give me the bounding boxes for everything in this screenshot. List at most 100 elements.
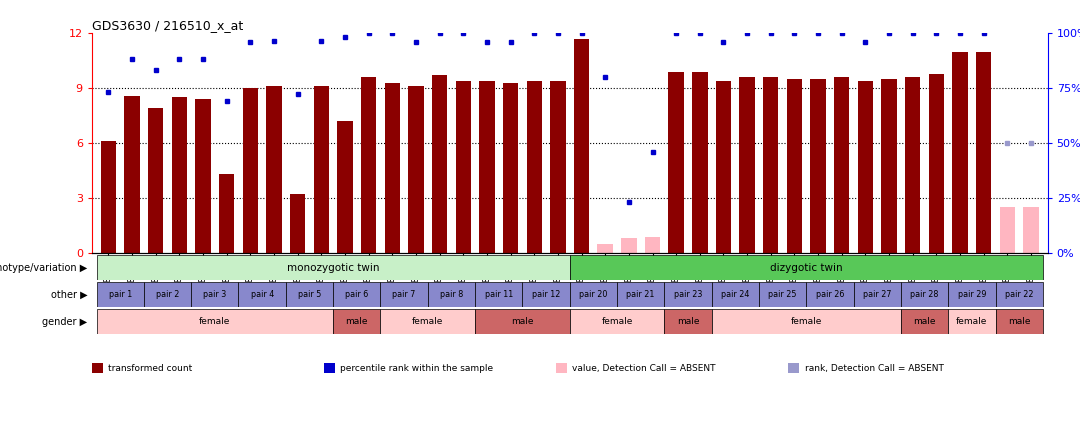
Bar xyxy=(124,95,139,253)
Text: percentile rank within the sample: percentile rank within the sample xyxy=(340,364,494,373)
Bar xyxy=(621,238,636,253)
Text: pair 6: pair 6 xyxy=(346,290,368,299)
Bar xyxy=(740,77,755,253)
Bar xyxy=(976,52,991,253)
Bar xyxy=(617,282,664,307)
Bar xyxy=(191,282,239,307)
Bar xyxy=(759,282,807,307)
Bar xyxy=(712,282,759,307)
Bar xyxy=(380,309,475,334)
Bar xyxy=(243,88,258,253)
Bar xyxy=(527,81,542,253)
Text: male: male xyxy=(914,317,936,326)
Text: female: female xyxy=(413,317,444,326)
Bar xyxy=(664,309,712,334)
Text: rank, Detection Call = ABSENT: rank, Detection Call = ABSENT xyxy=(805,364,944,373)
Bar xyxy=(1024,207,1039,253)
Text: other ▶: other ▶ xyxy=(51,289,87,300)
Bar xyxy=(948,309,996,334)
Bar xyxy=(333,282,380,307)
Bar xyxy=(428,282,475,307)
Bar xyxy=(361,77,376,253)
Text: pair 7: pair 7 xyxy=(392,290,416,299)
Bar xyxy=(523,282,570,307)
Bar xyxy=(239,282,286,307)
Text: pair 2: pair 2 xyxy=(156,290,179,299)
Bar xyxy=(570,282,617,307)
Bar xyxy=(267,87,282,253)
Bar xyxy=(853,282,901,307)
Text: female: female xyxy=(199,317,230,326)
Bar xyxy=(337,121,353,253)
Text: male: male xyxy=(511,317,534,326)
Bar xyxy=(953,52,968,253)
Text: genotype/variation ▶: genotype/variation ▶ xyxy=(0,262,87,273)
Bar xyxy=(480,81,495,253)
Bar xyxy=(786,79,802,253)
Text: value, Detection Call = ABSENT: value, Detection Call = ABSENT xyxy=(572,364,716,373)
Text: pair 11: pair 11 xyxy=(485,290,513,299)
Bar xyxy=(764,77,779,253)
Text: pair 25: pair 25 xyxy=(768,290,797,299)
Bar xyxy=(384,83,400,253)
Text: gender ▶: gender ▶ xyxy=(42,317,87,327)
Bar xyxy=(573,39,590,253)
Text: male: male xyxy=(1008,317,1030,326)
Text: pair 3: pair 3 xyxy=(203,290,227,299)
Text: transformed count: transformed count xyxy=(108,364,192,373)
Bar xyxy=(948,282,996,307)
Bar xyxy=(881,79,896,253)
Text: pair 27: pair 27 xyxy=(863,290,891,299)
Bar xyxy=(96,309,333,334)
Bar xyxy=(901,309,948,334)
Bar xyxy=(929,74,944,253)
Text: female: female xyxy=(791,317,822,326)
Bar xyxy=(996,282,1043,307)
Bar xyxy=(408,87,423,253)
Bar xyxy=(645,237,660,253)
Text: male: male xyxy=(346,317,368,326)
Text: pair 21: pair 21 xyxy=(626,290,654,299)
Text: dizygotic twin: dizygotic twin xyxy=(770,262,842,273)
Bar xyxy=(289,194,306,253)
Bar xyxy=(100,141,116,253)
Bar xyxy=(333,309,380,334)
Text: pair 20: pair 20 xyxy=(579,290,608,299)
Bar xyxy=(597,244,612,253)
Bar xyxy=(905,77,920,253)
Bar xyxy=(380,282,428,307)
Text: GDS3630 / 216510_x_at: GDS3630 / 216510_x_at xyxy=(92,19,243,32)
Bar xyxy=(475,309,570,334)
Text: pair 4: pair 4 xyxy=(251,290,273,299)
Bar xyxy=(96,282,144,307)
Bar xyxy=(570,309,664,334)
Text: pair 26: pair 26 xyxy=(815,290,845,299)
Text: monozygotic twin: monozygotic twin xyxy=(287,262,379,273)
Text: pair 8: pair 8 xyxy=(440,290,463,299)
Bar xyxy=(432,75,447,253)
Bar xyxy=(901,282,948,307)
Bar xyxy=(144,282,191,307)
Bar xyxy=(219,174,234,253)
Bar xyxy=(712,309,901,334)
Bar xyxy=(810,79,826,253)
Text: pair 1: pair 1 xyxy=(109,290,132,299)
Text: pair 12: pair 12 xyxy=(531,290,561,299)
Bar xyxy=(716,81,731,253)
Text: pair 5: pair 5 xyxy=(298,290,321,299)
Bar xyxy=(313,87,329,253)
Bar xyxy=(570,255,1043,280)
Bar xyxy=(550,81,566,253)
Bar xyxy=(664,282,712,307)
Bar xyxy=(286,282,333,307)
Bar xyxy=(172,97,187,253)
Bar xyxy=(148,108,163,253)
Bar xyxy=(456,81,471,253)
Bar xyxy=(996,309,1043,334)
Text: pair 22: pair 22 xyxy=(1005,290,1034,299)
Text: female: female xyxy=(956,317,987,326)
Bar xyxy=(858,81,873,253)
Text: pair 24: pair 24 xyxy=(721,290,750,299)
Text: male: male xyxy=(677,317,699,326)
Bar xyxy=(692,72,707,253)
